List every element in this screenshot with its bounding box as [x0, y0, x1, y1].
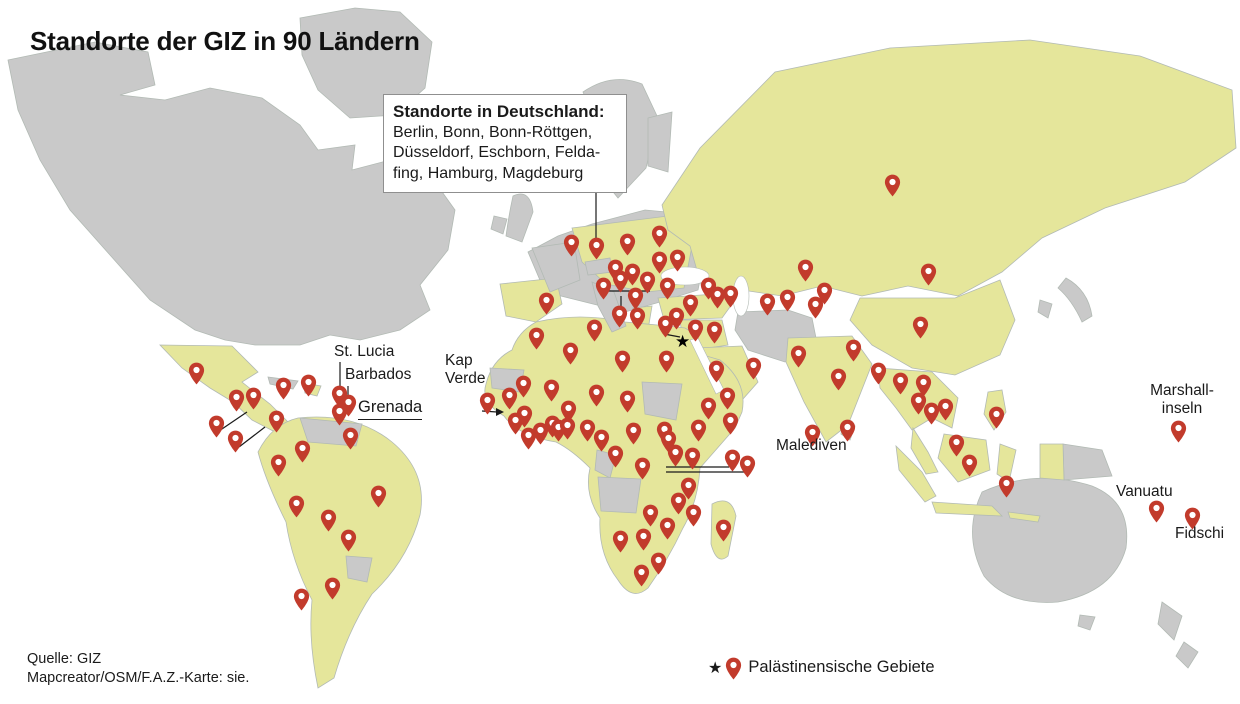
giz-sumatra	[895, 444, 937, 503]
legend-label: Palästinensische Gebiete	[748, 658, 935, 676]
landmass-cuba	[267, 376, 299, 390]
giz-lesser-sunda	[1007, 511, 1041, 523]
landmass-ireland	[490, 215, 508, 235]
giz-hispaniola	[302, 382, 322, 397]
giz-indonesian-papua	[1039, 443, 1065, 481]
giz-madagascar	[710, 500, 737, 560]
giz-russia-central-asia	[661, 39, 1237, 297]
callout-body: Berlin, Bonn, Bonn-Röttgen, Düsseldorf, …	[393, 124, 601, 182]
giz-turkey-caucasus	[657, 293, 736, 321]
landmass-tasmania	[1077, 614, 1096, 631]
star-icon: ★	[708, 659, 723, 677]
black-sea	[660, 266, 710, 286]
landmass-western-sahara	[489, 367, 525, 393]
giz-mexico-central-america	[159, 344, 291, 434]
landmass-angola	[597, 476, 642, 514]
callout-title: Standorte in Deutschland:	[393, 102, 605, 121]
landmass-korea	[1037, 299, 1053, 319]
landmass-uk	[505, 193, 534, 243]
giz-philippines	[983, 389, 1007, 431]
giz-borneo	[937, 433, 991, 483]
germany-callout: Standorte in Deutschland: Berlin, Bonn, …	[383, 94, 627, 193]
landmass-finland	[647, 111, 673, 173]
legend: ★ Palästinensische Gebiete	[708, 656, 935, 680]
page-title: Standorte der GIZ in 90 Ländern	[30, 26, 420, 56]
giz-sri-lanka	[840, 421, 856, 441]
giz-malay-peninsula	[910, 426, 939, 475]
landmass-uruguay	[345, 555, 373, 583]
landmass-png	[1062, 443, 1113, 481]
landmass-new-zealand	[1157, 601, 1199, 669]
caspian-sea	[732, 275, 750, 317]
giz-india	[785, 335, 873, 443]
source-line-2: Mapcreator/OSM/F.A.Z.-Karte: sie.	[27, 669, 250, 686]
map-pin-icon	[725, 657, 742, 680]
giz-java	[931, 501, 1004, 517]
landmass-japan	[1057, 277, 1093, 323]
giz-sulawesi	[996, 443, 1017, 483]
giz-southeast-asia	[877, 367, 959, 431]
source-credit: Quelle: GIZ Mapcreator/OSM/F.A.Z.-Karte:…	[27, 650, 249, 688]
source-line-1: Quelle: GIZ	[27, 651, 102, 667]
landmass-sudan	[641, 381, 683, 421]
giz-china	[849, 279, 1016, 376]
kap-verde-arrow	[496, 408, 504, 416]
giz-south-america	[257, 416, 422, 689]
landmass-australia	[972, 477, 1128, 603]
landmass-north-america	[7, 41, 456, 346]
